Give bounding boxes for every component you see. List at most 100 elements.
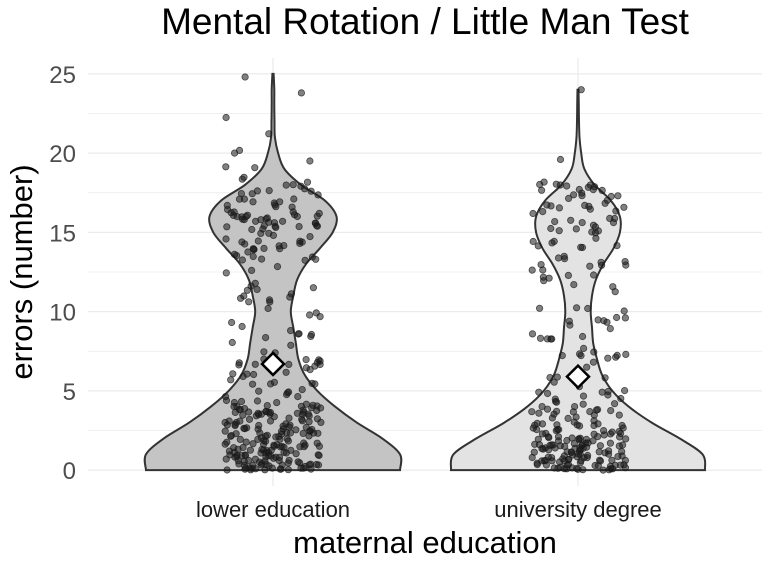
data-point (306, 427, 314, 435)
data-point (314, 451, 322, 459)
data-point (538, 430, 547, 438)
data-point (312, 460, 321, 469)
x-tick-label: university degree (494, 497, 662, 522)
data-point (311, 219, 319, 227)
data-point (238, 256, 246, 264)
y-tick-label: 15 (49, 220, 76, 247)
data-point (232, 430, 240, 438)
data-point (570, 402, 579, 411)
data-point (612, 313, 621, 322)
data-point (618, 421, 626, 430)
data-point (280, 242, 288, 250)
y-tick-label: 20 (49, 141, 76, 168)
data-point (265, 130, 273, 138)
data-point (572, 225, 580, 233)
data-point (536, 334, 545, 342)
data-point (546, 373, 554, 382)
data-point (263, 401, 271, 410)
jitter-points (221, 73, 630, 474)
mean-marker (260, 351, 286, 377)
data-point (534, 242, 542, 250)
data-point (282, 449, 290, 457)
data-point (535, 441, 544, 449)
data-point (590, 430, 598, 438)
data-point (235, 405, 243, 414)
data-point (529, 209, 537, 218)
data-point (586, 407, 594, 416)
data-point (276, 465, 284, 473)
data-point (273, 398, 281, 407)
data-point (284, 437, 292, 445)
data-point (253, 285, 261, 293)
data-point (253, 187, 261, 195)
data-point (285, 360, 293, 368)
data-point (305, 311, 314, 319)
data-point (605, 466, 613, 474)
data-point (296, 443, 304, 451)
data-point (223, 223, 231, 231)
data-point (548, 441, 556, 449)
data-point (622, 350, 630, 358)
data-point (270, 199, 278, 207)
mean-marker (565, 363, 591, 390)
data-point (591, 461, 599, 470)
data-point (242, 438, 250, 446)
data-point (307, 187, 315, 195)
data-point (227, 376, 235, 384)
data-point (553, 373, 561, 381)
data-point (261, 457, 269, 465)
data-point (306, 365, 314, 374)
data-point (579, 344, 588, 352)
data-point (606, 324, 614, 333)
data-point (544, 433, 552, 441)
data-point (312, 255, 320, 263)
x-tick-label: lower education (196, 497, 350, 522)
data-point (237, 294, 245, 302)
data-point (575, 350, 584, 358)
data-point (569, 191, 578, 199)
data-point (234, 445, 242, 453)
data-point (550, 378, 558, 386)
data-point (610, 400, 619, 408)
x-axis-label: maternal education (293, 525, 557, 560)
data-point (600, 317, 608, 325)
data-point (533, 460, 541, 469)
data-point (282, 181, 290, 189)
data-point (296, 239, 304, 247)
data-point (577, 457, 585, 465)
data-point (287, 341, 295, 349)
data-point (231, 421, 239, 430)
data-point (601, 374, 609, 382)
data-point (552, 398, 561, 406)
data-point (529, 424, 537, 432)
data-point (301, 256, 309, 264)
data-point (615, 442, 623, 450)
data-point (560, 452, 568, 460)
data-point (278, 217, 287, 225)
data-point (294, 458, 302, 466)
data-point (584, 304, 592, 313)
data-point (613, 242, 621, 250)
data-point (620, 386, 629, 395)
data-point (568, 434, 576, 442)
data-point (289, 208, 297, 216)
data-point (294, 392, 302, 401)
data-point (313, 439, 321, 447)
data-point (554, 464, 562, 472)
data-point (570, 280, 578, 289)
data-point (246, 446, 254, 454)
data-point (287, 290, 295, 298)
data-point (244, 248, 252, 256)
data-point (572, 304, 581, 312)
data-point (607, 406, 615, 415)
violin-1 (143, 72, 403, 472)
data-point (260, 222, 268, 230)
data-point (539, 208, 547, 216)
data-point (535, 409, 543, 417)
data-point (265, 229, 273, 237)
data-point (271, 222, 279, 230)
data-point (222, 113, 230, 122)
data-point (579, 400, 587, 408)
data-point (578, 219, 586, 227)
